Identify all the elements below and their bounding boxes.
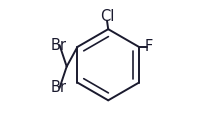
Text: Br: Br — [51, 80, 67, 95]
Text: Cl: Cl — [100, 9, 114, 24]
Text: F: F — [143, 39, 152, 54]
Text: Br: Br — [51, 38, 67, 53]
